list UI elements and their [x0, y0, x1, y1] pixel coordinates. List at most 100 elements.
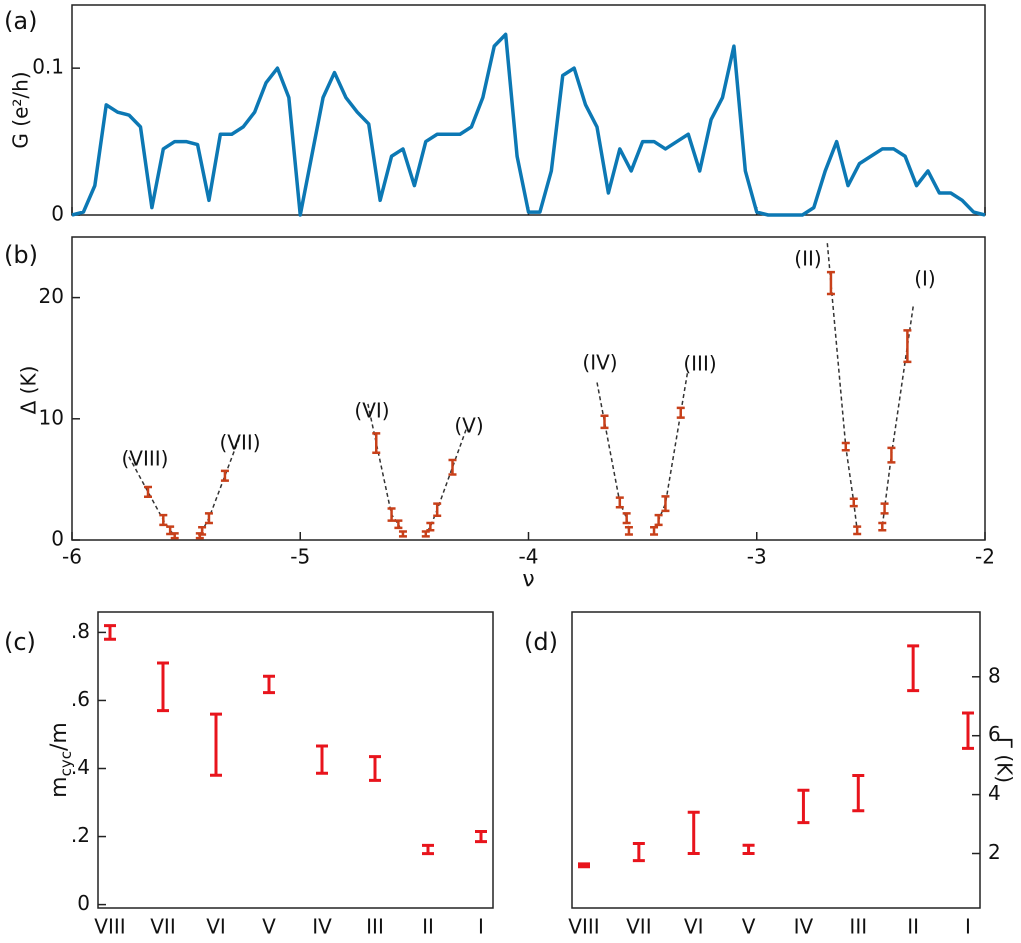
x-tick-label: VI: [684, 915, 704, 939]
error-bar: [198, 526, 207, 536]
error-bar: [742, 843, 755, 856]
error-bar: [600, 414, 609, 430]
x-tick-label: VII: [150, 915, 175, 939]
error-bar: [962, 711, 974, 750]
error-bar: [372, 432, 381, 454]
error-bar: [841, 441, 850, 452]
annotation: (III): [683, 352, 716, 376]
error-bar: [632, 841, 645, 863]
error-bar: [448, 458, 457, 476]
plot-frame: [71, 236, 986, 541]
panel-label: (b): [4, 241, 38, 269]
error-bar: [433, 502, 442, 518]
error-bar: [263, 674, 275, 695]
x-tick-label: IV: [794, 915, 814, 939]
error-bar: [422, 843, 434, 856]
x-axis-label: ν: [522, 567, 534, 592]
y-tick-label: .4: [71, 755, 90, 779]
x-tick-label: -2: [975, 545, 995, 569]
error-bar: [210, 712, 222, 777]
y-tick-label: 20: [39, 284, 64, 308]
error-bar: [615, 496, 624, 509]
error-bar: [398, 530, 407, 538]
error-bar: [475, 829, 487, 844]
y-axis-label-part: /m: [47, 722, 72, 751]
y-axis-label-part: m: [47, 776, 72, 797]
conductance-line: [71, 32, 986, 217]
x-tick-label: VIII: [94, 915, 125, 939]
y-tick-label: 0: [77, 891, 90, 915]
x-tick-label: IV: [312, 915, 332, 939]
error-bar: [624, 526, 633, 536]
error-bar: [887, 446, 896, 464]
error-bar: [170, 532, 179, 540]
error-bar: [676, 406, 685, 419]
y-axis-label: Δ (K): [17, 366, 41, 415]
x-tick-label: -3: [747, 545, 767, 569]
x-tick-label: -6: [62, 545, 82, 569]
error-bar: [687, 810, 700, 856]
y-tick-label: 0: [51, 202, 64, 226]
y-axis-label: G (e²/h): [9, 71, 33, 148]
y-tick-label: .6: [71, 687, 90, 711]
y-axis-label: mcyc/m: [47, 722, 75, 798]
annotation: (VIII): [122, 447, 169, 471]
error-bar: [797, 788, 810, 825]
error-bar: [204, 512, 213, 525]
error-bar: [622, 512, 631, 525]
error-bar: [853, 525, 862, 536]
annotation: (IV): [582, 351, 617, 375]
error-bar: [903, 329, 912, 364]
error-bar: [826, 270, 835, 296]
error-bar: [849, 497, 858, 508]
x-tick-label: I: [965, 915, 971, 939]
error-bar: [387, 507, 396, 522]
guide-line: [367, 403, 404, 535]
y-tick-label: .2: [71, 823, 90, 847]
error-bar: [661, 495, 670, 513]
plot-frame: [571, 611, 981, 909]
x-tick-label: III: [366, 915, 384, 939]
error-bar: [144, 485, 153, 498]
x-tick-label: V: [742, 915, 756, 939]
annotation: (V): [454, 414, 483, 438]
y-axis-label-part: cyc: [57, 751, 75, 776]
error-bar: [578, 862, 590, 869]
y-tick-label: 6: [988, 722, 1001, 746]
error-bar: [159, 513, 168, 527]
x-tick-label: -5: [290, 545, 310, 569]
x-tick-label: V: [262, 915, 276, 939]
error-bar: [220, 469, 229, 482]
x-tick-label: VI: [206, 915, 226, 939]
error-bar: [852, 773, 865, 813]
x-tick-label: I: [478, 915, 484, 939]
error-bar: [878, 521, 887, 532]
x-tick-label: II: [907, 915, 919, 939]
error-bar: [880, 502, 889, 515]
guide-line: [653, 373, 689, 532]
guide-line: [425, 429, 467, 535]
x-tick-label: -4: [519, 545, 539, 569]
x-tick-label: VIII: [568, 915, 599, 939]
annotation: (I): [914, 267, 936, 291]
y-tick-label: 0.1: [32, 55, 64, 79]
error-bar: [369, 755, 381, 782]
error-bar: [316, 744, 328, 775]
panel-label: (a): [4, 7, 37, 35]
x-tick-label: VII: [626, 915, 651, 939]
panel-label: (c): [4, 628, 36, 656]
error-bar: [650, 526, 659, 536]
annotation: (VI): [354, 399, 389, 423]
error-bar: [157, 661, 169, 713]
panel-label: (d): [524, 628, 558, 656]
y-axis-label: Γ (K): [993, 737, 1017, 783]
y-tick-label: .8: [71, 619, 90, 643]
error-bar: [104, 624, 116, 641]
error-bar: [907, 644, 920, 693]
annotation: (II): [794, 247, 821, 271]
plot-frame: [97, 611, 494, 909]
y-tick-label: 10: [39, 405, 64, 429]
error-bar: [421, 530, 430, 538]
